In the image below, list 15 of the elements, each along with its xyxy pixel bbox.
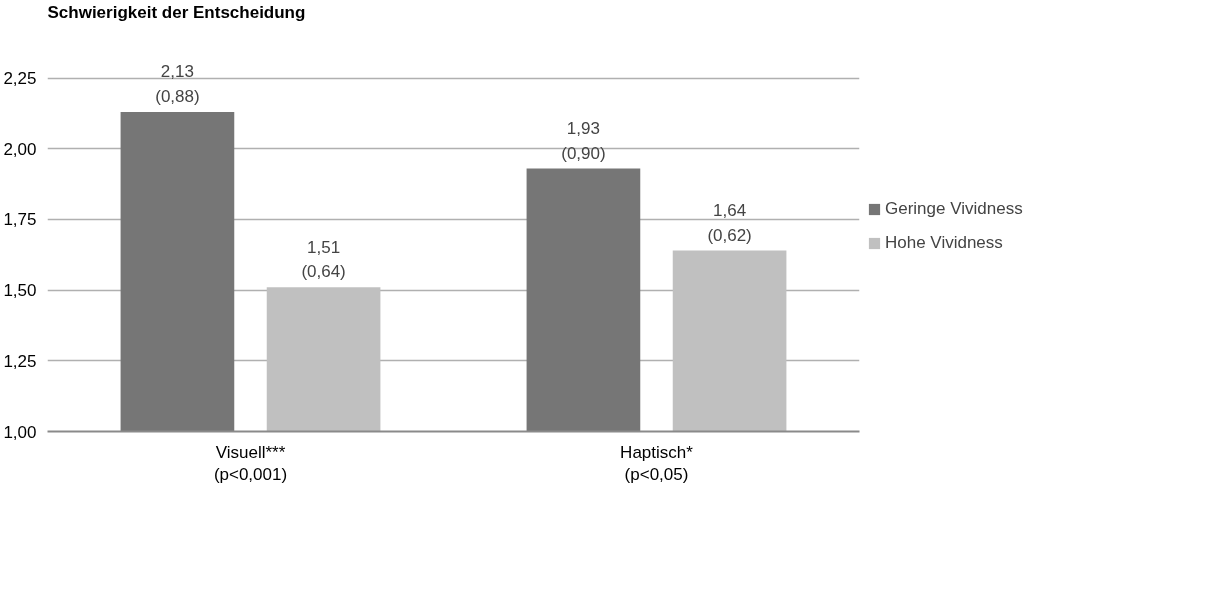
data-label: 1,64 (0,62) <box>707 200 752 245</box>
y-tick-label: 1,50 <box>3 281 37 301</box>
y-tick-label: 2,00 <box>3 139 37 159</box>
legend-label: Geringe Vividness <box>885 199 1023 219</box>
data-label: 1,93 (0,90) <box>561 118 606 163</box>
chart-title: Schwierigkeit der Entscheidung <box>47 2 306 22</box>
y-tick-label: 2,25 <box>3 69 37 89</box>
legend-label: Hohe Vividness <box>885 233 1003 253</box>
x-tick-label: Haptisch* (p<0,05) <box>620 442 694 485</box>
y-tick-label: 1,00 <box>3 422 37 442</box>
y-tick-label: 1,25 <box>3 351 37 371</box>
data-label: 2,13 (0,88) <box>155 62 200 106</box>
data-label: 1,51 (0,64) <box>301 237 346 282</box>
x-tick-label: Visuell*** (p<0,001) <box>213 442 288 485</box>
y-tick-label: 1,75 <box>3 210 37 230</box>
